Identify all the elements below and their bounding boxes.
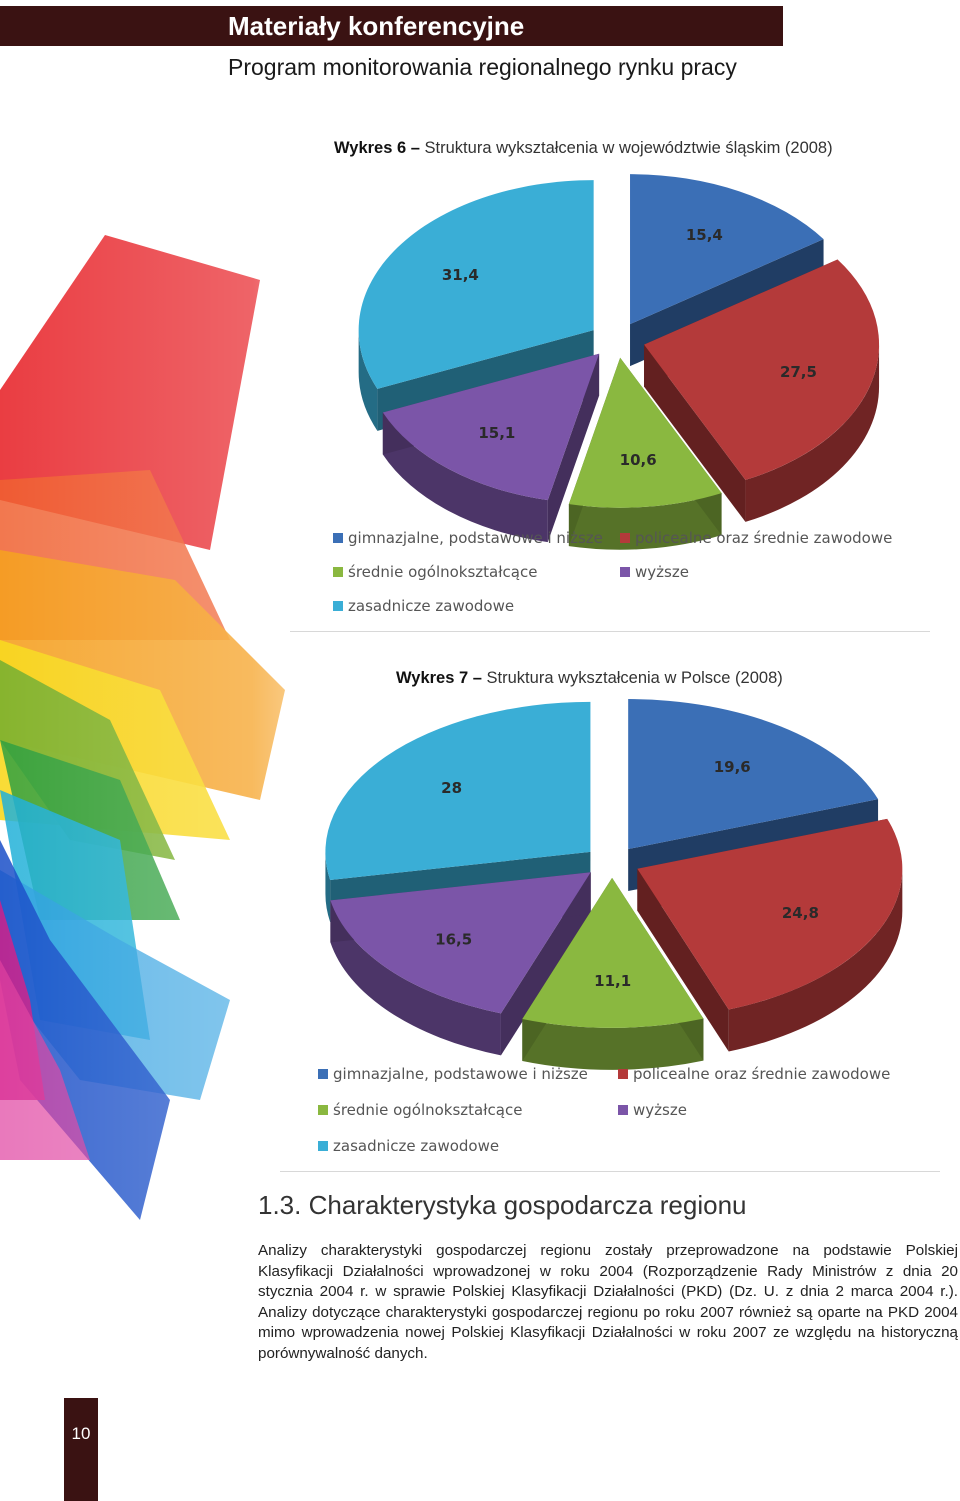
legend-item-policealne: policealne oraz średnie zawodowe: [618, 1065, 890, 1083]
section-body: Analizy charakterystyki gospodarczej reg…: [258, 1242, 958, 1362]
pie-slice-srednie: [568, 357, 722, 550]
swatch-cyan: [333, 601, 343, 611]
chart6-pie: 15,4 27,5 10,6 15,1 31,4: [358, 174, 880, 550]
page-number: 10: [71, 1424, 91, 1443]
pie-data-label: 15,1: [478, 424, 515, 442]
chart7-caption: Wykres 7 – Struktura wykształcenia w Pol…: [396, 669, 783, 688]
legend-item-gimnazjalne: gimnazjalne, podstawowe i niższe: [333, 529, 603, 547]
pie-data-label: 27,5: [780, 363, 817, 381]
swatch-blue: [333, 533, 343, 543]
pie-slice-wyzsze: [382, 353, 600, 543]
pie-slice-policealne: [644, 259, 880, 522]
chart7-caption-text: Struktura wykształcenia w Polsce (2008): [486, 669, 783, 687]
swatch-green: [318, 1105, 328, 1115]
chart6-legend: gimnazjalne, podstawowe i niższe policea…: [333, 529, 933, 624]
pie-data-label: 28: [441, 779, 462, 797]
legend-item-srednie: średnie ogólnokształcące: [318, 1101, 522, 1119]
swatch-purple: [620, 567, 630, 577]
legend-label: wyższe: [633, 1101, 687, 1119]
pie-slice-wyzsze: [330, 872, 591, 1056]
header-title: Materiały konferencyjne: [228, 11, 525, 41]
header-subtitle: Program monitorowania regionalnego rynku…: [228, 54, 737, 80]
divider: [290, 631, 930, 632]
legend-label: policealne oraz średnie zawodowe: [633, 1065, 891, 1083]
page-number-box: [64, 1398, 98, 1501]
decorative-ribbons: [0, 220, 420, 1420]
chart7-legend: gimnazjalne, podstawowe i niższe policea…: [318, 1065, 938, 1160]
legend-item-zasadnicze: zasadnicze zawodowe: [333, 597, 514, 615]
pie-data-label: 31,4: [442, 266, 479, 284]
chart6-caption-text: Struktura wykształcenia w województwie ś…: [424, 139, 833, 157]
chart7-caption-dash: –: [472, 669, 482, 687]
legend-label: policealne oraz średnie zawodowe: [635, 529, 893, 547]
pie-slice-srednie: [522, 877, 704, 1070]
header-bar: [0, 6, 783, 46]
legend-label: zasadnicze zawodowe: [348, 597, 515, 615]
legend-item-zasadnicze: zasadnicze zawodowe: [318, 1137, 499, 1155]
legend-label: gimnazjalne, podstawowe i niższe: [333, 1065, 588, 1083]
legend-label: gimnazjalne, podstawowe i niższe: [348, 529, 603, 547]
legend-item-gimnazjalne: gimnazjalne, podstawowe i niższe: [318, 1065, 588, 1083]
pie-data-label: 19,6: [714, 758, 751, 776]
legend-label: zasadnicze zawodowe: [333, 1137, 500, 1155]
chart6-caption-dash: –: [410, 139, 420, 157]
legend-item-wyzsze: wyższe: [620, 563, 689, 581]
chart7-caption-number: Wykres 7: [396, 669, 469, 687]
pie-data-label: 24,8: [782, 904, 819, 922]
swatch-green: [333, 567, 343, 577]
pie-data-label: 16,5: [435, 931, 472, 949]
chart6-caption: Wykres 6 – Struktura wykształcenia w woj…: [334, 139, 833, 158]
swatch-red: [618, 1069, 628, 1079]
legend-item-policealne: policealne oraz średnie zawodowe: [620, 529, 892, 547]
swatch-cyan: [318, 1141, 328, 1151]
legend-item-srednie: średnie ogólnokształcące: [333, 563, 537, 581]
swatch-purple: [618, 1105, 628, 1115]
chart7-pie: 19,6 24,8 11,1 16,5 28: [325, 699, 903, 1070]
pie-slice-policealne: [637, 818, 903, 1052]
chart6-caption-number: Wykres 6: [334, 139, 407, 157]
divider: [280, 1171, 940, 1172]
pie-data-label: 10,6: [620, 451, 657, 469]
legend-label: średnie ogólnokształcące: [333, 1101, 523, 1119]
pie-data-label: 15,4: [686, 226, 723, 244]
legend-item-wyzsze: wyższe: [618, 1101, 687, 1119]
legend-label: wyższe: [635, 563, 689, 581]
swatch-red: [620, 533, 630, 543]
section-title: 1.3. Charakterystyka gospodarcza regionu: [258, 1190, 747, 1220]
legend-label: średnie ogólnokształcące: [348, 563, 538, 581]
swatch-blue: [318, 1069, 328, 1079]
pie-data-label: 11,1: [594, 972, 631, 990]
